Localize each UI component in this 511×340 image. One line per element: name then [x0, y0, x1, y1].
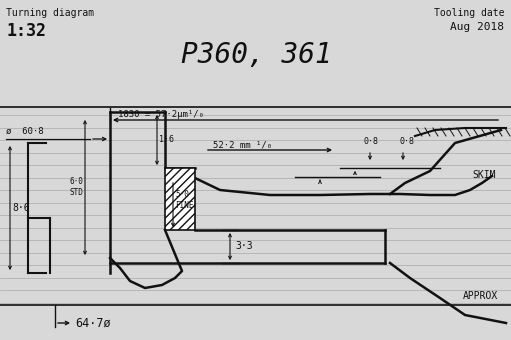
- Text: P360, 361: P360, 361: [180, 41, 331, 69]
- Text: 5·0
FINE: 5·0 FINE: [175, 190, 194, 210]
- Text: 3·3: 3·3: [235, 241, 252, 251]
- Text: 6·0
STD: 6·0 STD: [69, 177, 83, 197]
- Text: 8·6: 8·6: [12, 203, 30, 213]
- Text: 0·8: 0·8: [363, 137, 378, 146]
- Text: SKIM: SKIM: [472, 170, 496, 180]
- Polygon shape: [165, 168, 195, 230]
- Text: Aug 2018: Aug 2018: [450, 22, 504, 32]
- Text: 1:32: 1:32: [6, 22, 46, 40]
- Text: 52·2 mm ¹/₀: 52·2 mm ¹/₀: [213, 140, 272, 149]
- Text: 1·6: 1·6: [159, 136, 174, 144]
- Text: 64·7ø: 64·7ø: [75, 317, 110, 329]
- Text: Tooling date: Tooling date: [433, 8, 504, 18]
- Text: 0·8: 0·8: [400, 137, 415, 146]
- Text: Turning diagram: Turning diagram: [6, 8, 94, 18]
- Text: APPROX: APPROX: [463, 291, 498, 301]
- Text: 1830 = 57·2μm¹/₀: 1830 = 57·2μm¹/₀: [118, 110, 204, 119]
- Text: ø  60·8: ø 60·8: [6, 127, 43, 136]
